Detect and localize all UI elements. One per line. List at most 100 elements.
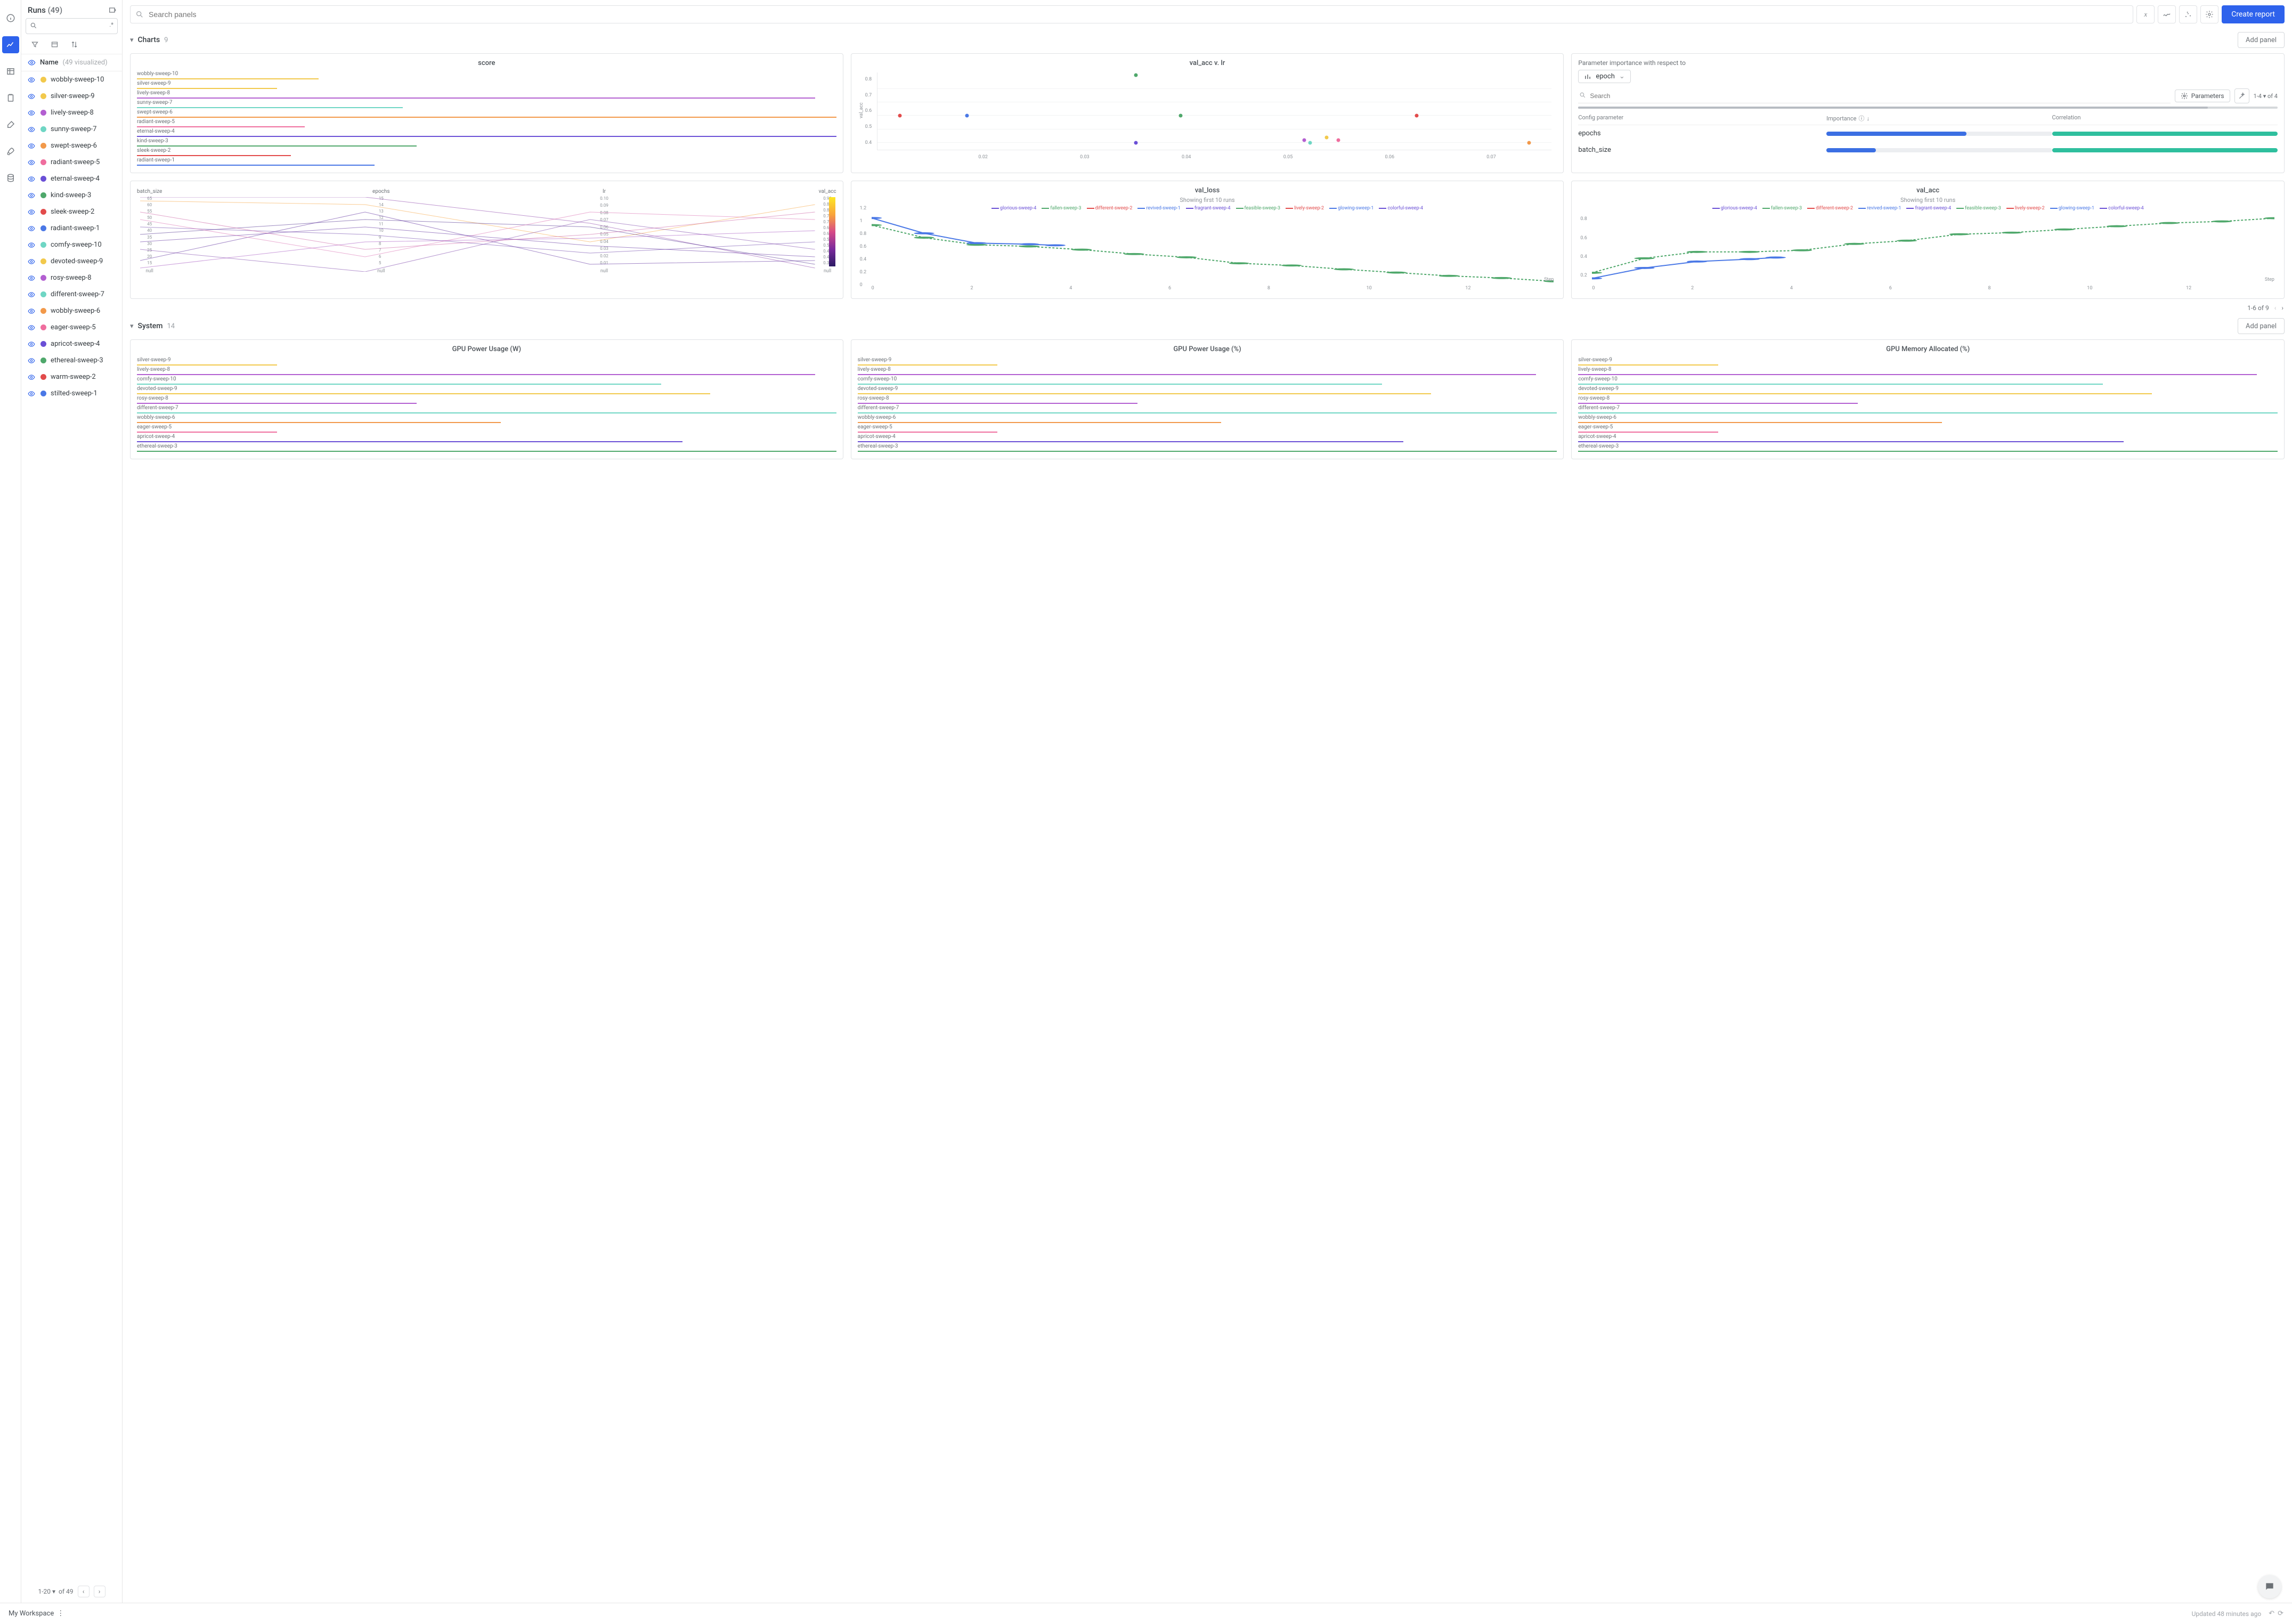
panels-next[interactable]: › [2281,304,2283,312]
run-row[interactable]: radiant-sweep-5 [21,154,122,170]
regex-icon[interactable]: .* [109,21,113,28]
rail-item-rocket[interactable] [2,143,19,160]
run-row[interactable]: apricot-sweep-4 [21,336,122,352]
panel-val-loss[interactable]: val_loss Showing first 10 runs glorious-… [851,181,1564,299]
run-row[interactable]: sunny-sweep-7 [21,121,122,137]
pager-next[interactable]: › [94,1586,105,1597]
rail-item-database[interactable] [2,169,19,186]
scatter-point[interactable] [965,114,969,118]
run-row[interactable]: different-sweep-7 [21,286,122,303]
expand-icon[interactable] [108,6,117,14]
run-row[interactable]: radiant-sweep-1 [21,220,122,237]
columns-icon[interactable] [51,40,59,48]
scatter-point[interactable] [1303,139,1306,142]
scatter-point[interactable] [1134,141,1137,145]
parameters-button[interactable]: Parameters [2175,90,2230,102]
run-row[interactable]: eternal-sweep-4 [21,170,122,187]
rail-item-brush[interactable] [2,116,19,133]
scatter-point[interactable] [1308,141,1312,145]
scatter-point[interactable] [1415,114,1419,118]
run-row[interactable]: kind-sweep-3 [21,187,122,204]
refresh-icon[interactable]: ⟳ [2278,1610,2283,1618]
eye-icon[interactable] [28,126,36,133]
col-importance[interactable]: Importance [1826,115,1856,122]
eye-icon[interactable] [28,373,36,381]
panel-gpu[interactable]: GPU Power Usage (%)silver-sweep-9lively-… [851,339,1564,459]
run-row[interactable]: sleek-sweep-2 [21,204,122,220]
undo-icon[interactable]: ↶ [2269,1610,2274,1618]
eye-icon[interactable] [28,93,36,100]
scatter-point[interactable] [1179,114,1183,118]
eye-icon[interactable] [28,192,36,199]
eye-icon[interactable] [28,109,36,117]
scatter-point[interactable] [1134,74,1137,77]
run-row[interactable]: lively-sweep-8 [21,104,122,121]
eye-icon[interactable] [28,225,36,232]
scatter-point[interactable] [1325,136,1329,140]
panel-parallel-coords[interactable]: batch_size6560555045403530252015nullepoc… [130,181,843,299]
name-column-header[interactable]: Name (49 visualized) [21,54,122,71]
info-icon[interactable]: ⓘ [1858,114,1864,123]
eye-icon[interactable] [28,175,36,183]
run-row[interactable]: comfy-sweep-10 [21,237,122,253]
sidebar-search-input[interactable] [26,18,118,34]
run-row[interactable]: wobbly-sweep-10 [21,71,122,88]
create-report-button[interactable]: Create report [2222,5,2285,23]
tb-smoothing-icon[interactable] [2158,5,2176,23]
rail-item-charts[interactable] [2,36,19,53]
run-row[interactable]: eager-sweep-5 [21,319,122,336]
panel-search-input[interactable] [130,5,2133,23]
panel-score[interactable]: score wobbly-sweep-10silver-sweep-9livel… [130,53,843,173]
panels-prev[interactable]: ‹ [2274,304,2277,312]
chevron-down-icon[interactable]: ▾ [130,322,134,330]
eye-icon[interactable] [28,159,36,166]
rail-item-info[interactable] [2,10,19,27]
chat-bubble[interactable] [2258,1575,2281,1598]
eye-icon[interactable] [28,357,36,364]
chevron-down-icon[interactable]: ▾ [130,36,134,44]
workspace-label[interactable]: My Workspace [9,1610,54,1618]
rail-item-table[interactable] [2,63,19,80]
eye-icon[interactable] [28,291,36,298]
eye-icon[interactable] [28,59,36,67]
run-row[interactable]: devoted-sweep-9 [21,253,122,270]
panel-val-acc[interactable]: val_acc Showing first 10 runs glorious-s… [1571,181,2285,299]
panel-gpu[interactable]: GPU Power Usage (W)silver-sweep-9lively-… [130,339,843,459]
run-row[interactable]: warm-sweep-2 [21,369,122,385]
run-row[interactable]: stilted-sweep-1 [21,385,122,402]
eye-icon[interactable] [28,274,36,282]
run-row[interactable]: wobbly-sweep-6 [21,303,122,319]
col-correlation[interactable]: Correlation [2052,114,2278,123]
pager-prev[interactable]: ‹ [78,1586,90,1597]
magic-wand-icon[interactable] [2234,88,2249,103]
tb-outliers-icon[interactable] [2179,5,2197,23]
eye-icon[interactable] [28,307,36,315]
rail-item-clipboard[interactable] [2,90,19,107]
panel-param-importance[interactable]: Parameter importance with respect to epo… [1571,53,2285,173]
tb-xaxis-icon[interactable]: x [2136,5,2155,23]
eye-icon[interactable] [28,76,36,84]
filter-icon[interactable] [31,40,39,48]
col-config[interactable]: Config parameter [1578,114,1826,123]
run-row[interactable]: ethereal-sweep-3 [21,352,122,369]
run-row[interactable]: silver-sweep-9 [21,88,122,104]
eye-icon[interactable] [28,208,36,216]
eye-icon[interactable] [28,241,36,249]
pi-search-input[interactable] [1578,88,2170,103]
tb-settings-icon[interactable] [2200,5,2218,23]
panel-valacc-lr[interactable]: val_acc v. lr val_acc 0.40.50.60.70.80.0… [851,53,1564,173]
run-row[interactable]: rosy-sweep-8 [21,270,122,286]
eye-icon[interactable] [28,258,36,265]
scatter-point[interactable] [1336,139,1340,142]
eye-icon[interactable] [28,142,36,150]
eye-icon[interactable] [28,340,36,348]
scatter-point[interactable] [898,114,901,118]
more-icon[interactable]: ⋮ [57,1610,64,1618]
sort-icon[interactable] [70,40,78,48]
add-panel-button[interactable]: Add panel [2238,318,2285,334]
panel-gpu[interactable]: GPU Memory Allocated (%)silver-sweep-9li… [1571,339,2285,459]
eye-icon[interactable] [28,390,36,397]
scatter-point[interactable] [1527,141,1531,145]
add-panel-button[interactable]: Add panel [2238,32,2285,48]
pi-metric-select[interactable]: epoch ⌄ [1578,70,1630,83]
